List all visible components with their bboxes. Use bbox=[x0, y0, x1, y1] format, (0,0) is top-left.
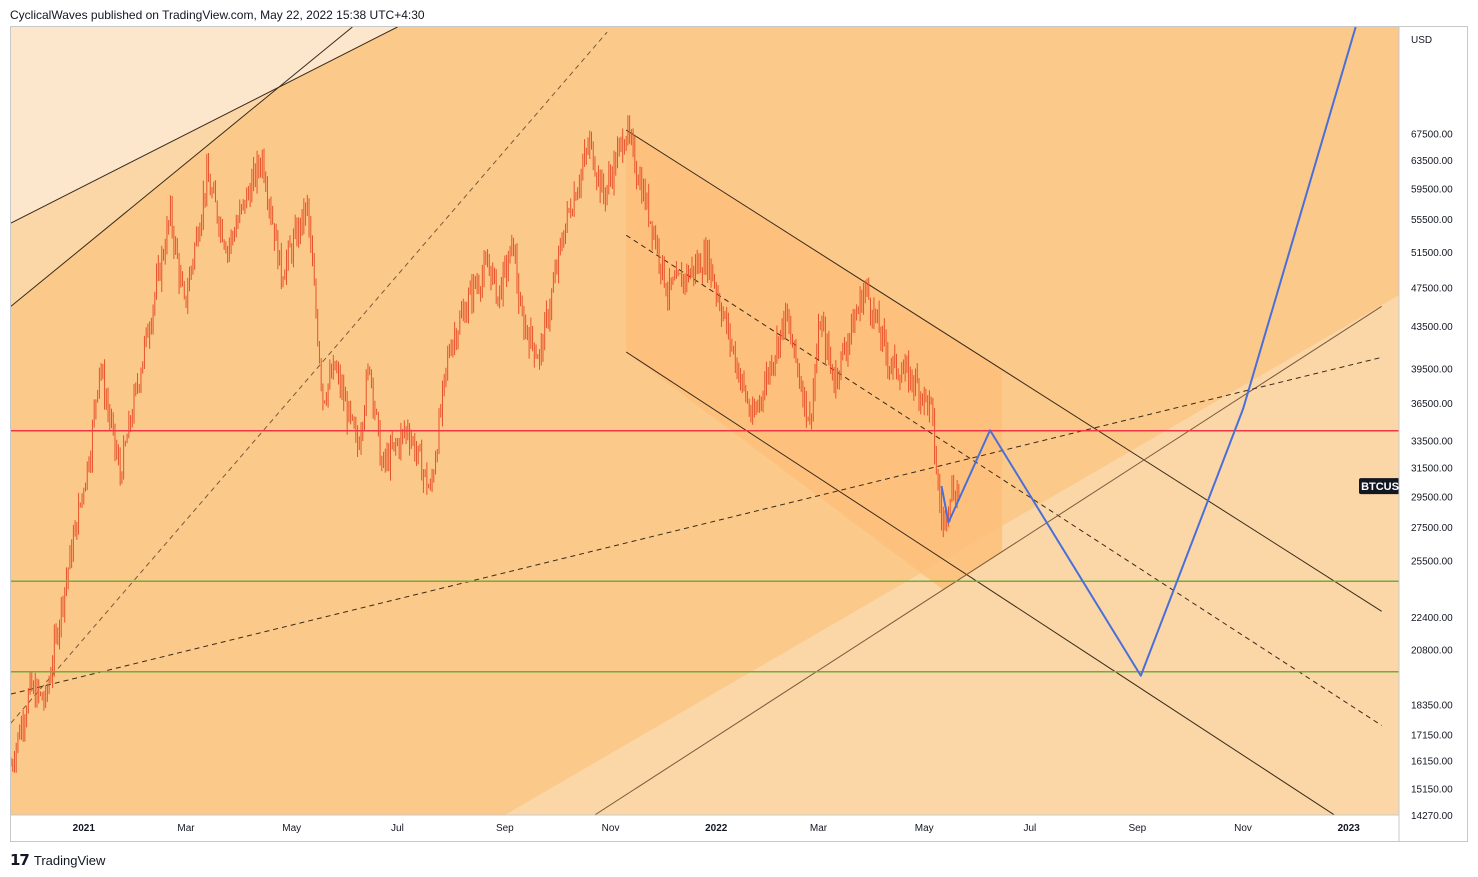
price-axis-unit: USD bbox=[1411, 35, 1432, 46]
time-tick-label: Nov bbox=[1234, 823, 1252, 834]
price-tick-label: 22400.00 bbox=[1411, 613, 1453, 624]
candles bbox=[11, 115, 960, 773]
brand-name: TradingView bbox=[33, 852, 106, 868]
time-tick-label: Mar bbox=[810, 823, 828, 834]
ticker-badge bbox=[1359, 478, 1409, 495]
time-tick-label: May bbox=[915, 823, 934, 834]
time-tick-label: Mar bbox=[177, 823, 195, 834]
chart-background bbox=[11, 27, 1399, 816]
price-tick-label: 33500.00 bbox=[1411, 437, 1453, 448]
price-tick-label: 63500.00 bbox=[1411, 156, 1453, 167]
trend-lines bbox=[11, 27, 1382, 841]
upper-resistance-2-line bbox=[11, 27, 353, 307]
price-axis-bg bbox=[1399, 27, 1467, 841]
price-tick-label: 67500.00 bbox=[1411, 129, 1453, 140]
brand-footer[interactable]: 𝟭𝟳 TradingView bbox=[10, 851, 105, 869]
projection bbox=[940, 27, 1357, 677]
channel-zone bbox=[626, 130, 1003, 590]
price-tick-label: 31500.00 bbox=[1411, 464, 1453, 475]
price-tick-label: 17150.00 bbox=[1411, 730, 1453, 741]
time-tick-label: Sep bbox=[496, 823, 514, 834]
steep-dashed-line bbox=[11, 31, 608, 724]
long-dashed-support-line bbox=[11, 356, 1382, 695]
price-tick-label: 55500.00 bbox=[1411, 215, 1453, 226]
price-tick-label: 18350.00 bbox=[1411, 701, 1453, 712]
price-tick-label: 16150.00 bbox=[1411, 757, 1453, 768]
axes: USD 67500.00 63500.00 59500.00 55500.00 51500… bbox=[11, 27, 1467, 841]
time-tick-label: 2022 bbox=[705, 823, 728, 834]
btcusd-chart[interactable]: 34259.4324311.8619781.35BTCUSD USD67500.… bbox=[11, 27, 1467, 841]
price-tick-label: 29500.00 bbox=[1411, 492, 1453, 503]
tradingview-logo-icon: 𝟭𝟳 bbox=[10, 852, 30, 869]
price-tick-label: 47500.00 bbox=[1411, 283, 1453, 294]
time-tick-label: Sep bbox=[1128, 823, 1146, 834]
price-tick-label: 51500.00 bbox=[1411, 248, 1453, 259]
projection-path-line bbox=[940, 27, 1357, 677]
price-tick-label: 39500.00 bbox=[1411, 364, 1453, 375]
channel-mid-line bbox=[625, 234, 1382, 726]
ticker-label: BTCUSD bbox=[1361, 481, 1407, 493]
time-tick-label: 2021 bbox=[73, 823, 96, 834]
time-tick-label: 2023 bbox=[1338, 823, 1361, 834]
time-tick-label: Nov bbox=[602, 823, 620, 834]
time-axis-bg bbox=[11, 815, 1399, 841]
price-tick-label: 27500.00 bbox=[1411, 523, 1453, 534]
price-tick-label: 25500.00 bbox=[1411, 556, 1453, 567]
channel-upper-line bbox=[625, 129, 1382, 612]
price-tick-label: 43500.00 bbox=[1411, 322, 1453, 333]
price-tick-label: 14270.00 bbox=[1411, 811, 1453, 822]
channel-lower-line bbox=[625, 351, 1376, 841]
price-tick-label: 15150.00 bbox=[1411, 785, 1453, 796]
time-tick-label: Jul bbox=[391, 823, 404, 834]
price-tick-label: 59500.00 bbox=[1411, 185, 1453, 196]
price-tick-label: 20800.00 bbox=[1411, 646, 1453, 657]
time-tick-label: Jul bbox=[1024, 823, 1037, 834]
upper-resistance-1-line bbox=[11, 27, 398, 224]
rising-support-line bbox=[553, 305, 1382, 841]
price-tick-label: 36500.00 bbox=[1411, 399, 1453, 410]
time-tick-label: May bbox=[282, 823, 301, 834]
publish-info: CyclicalWaves published on TradingView.c… bbox=[10, 8, 425, 22]
chart-area[interactable]: 34259.4324311.8619781.35BTCUSD USD67500.… bbox=[10, 26, 1468, 842]
